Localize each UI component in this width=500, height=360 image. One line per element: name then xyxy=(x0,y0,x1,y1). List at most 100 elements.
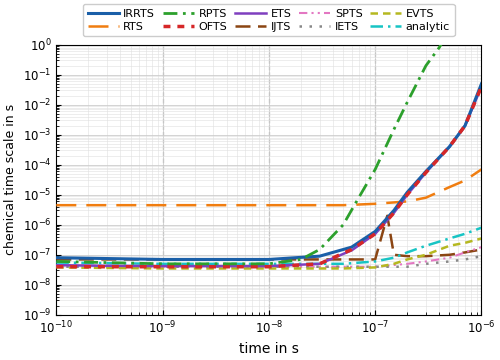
Line: ETS: ETS xyxy=(56,87,482,266)
OFTS xyxy=(404,193,410,197)
IETS xyxy=(446,259,452,264)
Y-axis label: chemical time scale in s: chemical time scale in s xyxy=(4,104,17,255)
RPTS xyxy=(298,257,304,262)
RPTS xyxy=(436,45,442,50)
ETS xyxy=(210,264,216,268)
analytic xyxy=(404,250,410,255)
IRRTS xyxy=(462,123,468,128)
RTS xyxy=(404,199,410,204)
RTS xyxy=(478,167,484,172)
ETS xyxy=(348,248,354,253)
OFTS xyxy=(478,85,484,89)
IJTS xyxy=(384,213,390,218)
ETS xyxy=(160,264,166,268)
EVTS xyxy=(391,262,397,266)
RPTS xyxy=(104,260,110,265)
RTS xyxy=(423,195,429,200)
OFTS xyxy=(372,231,378,236)
EVTS xyxy=(423,253,429,257)
RPTS xyxy=(266,262,272,266)
RPTS xyxy=(391,127,397,132)
SPTS xyxy=(446,256,452,260)
IRRTS xyxy=(423,169,429,174)
RPTS xyxy=(404,100,410,104)
RTS xyxy=(462,178,468,183)
EVTS xyxy=(266,266,272,271)
OFTS xyxy=(210,265,216,269)
OFTS xyxy=(266,265,272,269)
IJTS xyxy=(372,257,378,262)
OFTS xyxy=(348,247,354,252)
Line: SPTS: SPTS xyxy=(56,247,482,267)
RPTS xyxy=(340,222,346,227)
analytic xyxy=(54,260,60,265)
IJTS xyxy=(266,257,272,262)
OFTS xyxy=(316,262,322,266)
ETS xyxy=(316,262,322,266)
SPTS xyxy=(160,265,166,269)
SPTS xyxy=(340,265,346,269)
EVTS xyxy=(160,266,166,271)
IRRTS xyxy=(316,254,322,258)
RPTS xyxy=(446,28,452,32)
EVTS xyxy=(462,241,468,245)
RTS xyxy=(372,202,378,206)
ETS xyxy=(54,263,60,267)
OFTS xyxy=(160,265,166,269)
X-axis label: time in s: time in s xyxy=(239,342,299,356)
IJTS xyxy=(54,257,60,262)
Line: RTS: RTS xyxy=(56,170,482,205)
RPTS xyxy=(160,262,166,266)
SPTS xyxy=(404,262,410,266)
analytic xyxy=(391,256,397,260)
ETS xyxy=(404,193,410,197)
OFTS xyxy=(391,211,397,215)
SPTS xyxy=(462,250,468,255)
IRRTS xyxy=(348,245,354,249)
IJTS xyxy=(478,247,484,252)
analytic xyxy=(266,262,272,266)
analytic xyxy=(372,259,378,264)
IRRTS xyxy=(404,190,410,194)
Line: analytic: analytic xyxy=(56,228,482,264)
RTS xyxy=(160,203,166,207)
IETS xyxy=(423,262,429,266)
IJTS xyxy=(404,254,410,258)
EVTS xyxy=(446,244,452,248)
ETS xyxy=(446,144,452,149)
RPTS xyxy=(372,167,378,172)
analytic xyxy=(160,262,166,266)
analytic xyxy=(478,225,484,230)
IRRTS xyxy=(210,257,216,262)
OFTS xyxy=(104,265,110,269)
EVTS xyxy=(340,266,346,271)
IJTS xyxy=(423,254,429,258)
IETS xyxy=(404,265,410,269)
EVTS xyxy=(478,236,484,240)
ETS xyxy=(391,211,397,215)
IRRTS xyxy=(391,208,397,213)
OFTS xyxy=(423,170,429,175)
IJTS xyxy=(446,253,452,257)
analytic xyxy=(446,236,452,240)
OFTS xyxy=(54,265,60,269)
EVTS xyxy=(372,265,378,270)
RPTS xyxy=(316,247,322,252)
ETS xyxy=(462,123,468,128)
EVTS xyxy=(404,257,410,262)
IRRTS xyxy=(54,256,60,260)
IRRTS xyxy=(104,256,110,261)
ETS xyxy=(104,264,110,268)
SPTS xyxy=(372,265,378,269)
IRRTS xyxy=(446,144,452,149)
SPTS xyxy=(478,245,484,249)
IETS xyxy=(478,254,484,258)
ETS xyxy=(372,231,378,236)
RPTS xyxy=(356,195,362,200)
IRRTS xyxy=(372,229,378,234)
RTS xyxy=(54,203,60,207)
SPTS xyxy=(423,259,429,264)
IJTS xyxy=(160,257,166,262)
SPTS xyxy=(54,263,60,267)
Line: IJTS: IJTS xyxy=(56,216,482,260)
